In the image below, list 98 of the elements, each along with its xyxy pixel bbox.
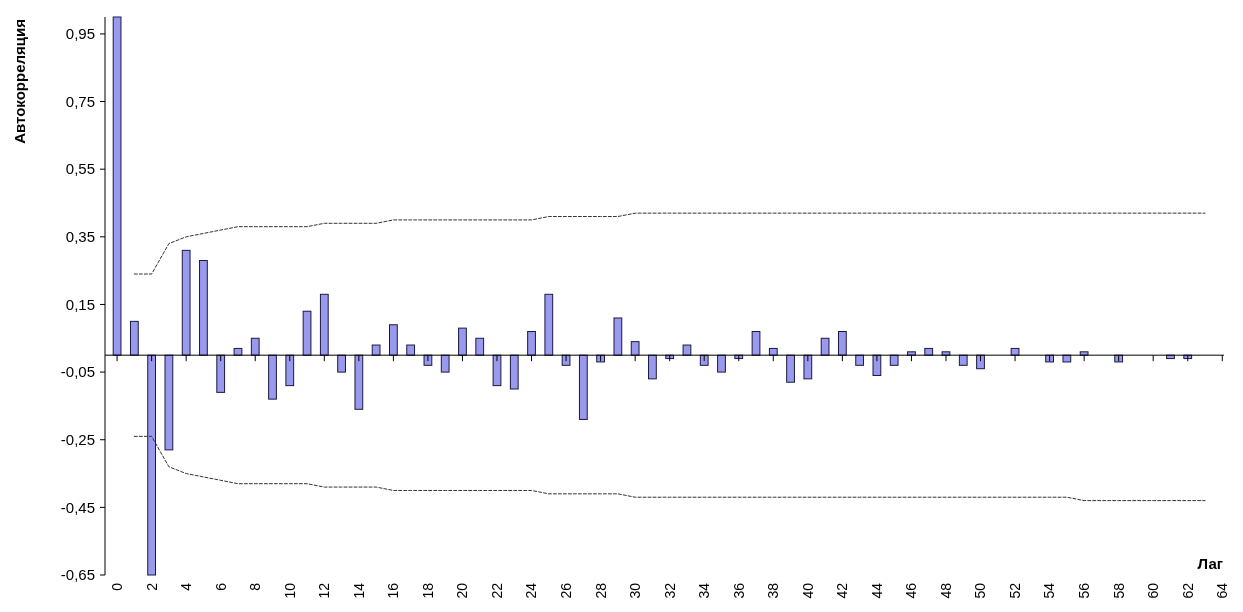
- bar: [509, 354, 519, 390]
- bar: [803, 354, 813, 380]
- x-tick-label: 48: [937, 582, 954, 599]
- bar: [699, 354, 709, 366]
- bar: [544, 293, 554, 356]
- bar: [613, 317, 623, 356]
- x-tick-label: 22: [488, 582, 505, 599]
- x-tick-label: 30: [627, 582, 644, 599]
- bar: [630, 341, 640, 356]
- y-tick-label: 0,75: [65, 92, 95, 110]
- x-axis-title: Лаг: [1197, 555, 1223, 572]
- x-tick-label: 42: [834, 582, 851, 599]
- bar: [717, 354, 726, 373]
- x-tick-label: 12: [316, 582, 333, 599]
- bar: [199, 259, 208, 356]
- x-tick-label: 4: [178, 582, 195, 591]
- bar: [250, 337, 260, 356]
- bar: [285, 354, 295, 387]
- y-tick-label: 0,15: [65, 295, 95, 313]
- bar: [475, 337, 485, 356]
- line-series: [133, 435, 1206, 502]
- bar: [458, 327, 467, 356]
- y-axis-title: Автокорреляция: [11, 19, 29, 144]
- bar: [527, 331, 536, 356]
- bar: [578, 354, 588, 420]
- x-tick-label: 56: [1076, 582, 1093, 599]
- bar: [924, 347, 934, 356]
- bar: [820, 337, 830, 356]
- bar: [302, 310, 312, 356]
- x-tick-label: 34: [696, 582, 713, 599]
- bar: [337, 354, 346, 373]
- bar: [1079, 351, 1089, 356]
- bar: [941, 351, 951, 356]
- bar: [268, 354, 277, 400]
- y-tick-label: -0,65: [60, 566, 95, 584]
- x-tick-label: 16: [385, 582, 402, 599]
- bar: [371, 344, 381, 356]
- bar: [907, 351, 916, 356]
- bar: [751, 331, 761, 356]
- x-tick-label: 2: [143, 582, 160, 591]
- bar: [768, 347, 778, 356]
- x-tick-label: 46: [903, 582, 920, 599]
- bar: [837, 331, 847, 356]
- bar: [1010, 347, 1020, 356]
- bar: [1114, 354, 1124, 363]
- bar: [112, 16, 122, 356]
- bar: [855, 354, 865, 366]
- bar: [492, 354, 502, 387]
- y-tick-label: 0,35: [65, 228, 95, 246]
- bar: [181, 249, 191, 356]
- bar: [354, 354, 364, 410]
- y-tick-label: -0,25: [60, 430, 95, 448]
- bar: [216, 354, 226, 393]
- x-tick-label: 58: [1110, 582, 1127, 599]
- y-tick-label: -0,45: [60, 498, 95, 516]
- bar: [1045, 354, 1054, 363]
- bar: [164, 354, 174, 451]
- x-tick-label: 54: [1041, 582, 1058, 599]
- bar: [389, 324, 398, 356]
- x-tick-label: 28: [592, 582, 609, 599]
- bar: [958, 354, 968, 366]
- bar: [129, 320, 139, 356]
- x-tick-label: 26: [557, 582, 574, 599]
- x-tick-label: 64: [1214, 582, 1231, 599]
- x-tick-label: 36: [730, 582, 747, 599]
- bar: [596, 354, 605, 363]
- x-tick-label: 32: [661, 582, 678, 599]
- x-tick-label: 0: [108, 582, 125, 591]
- bar: [1062, 354, 1072, 363]
- bar: [648, 354, 657, 380]
- y-tick-label: 0,55: [65, 160, 95, 178]
- bar: [786, 354, 795, 383]
- bar: [872, 354, 882, 376]
- x-tick-label: 40: [799, 582, 816, 599]
- x-tick-label: 14: [350, 582, 367, 599]
- y-tick-label: -0,05: [60, 363, 95, 381]
- bar: [319, 293, 329, 356]
- x-tick-label: 52: [1006, 582, 1023, 599]
- bar: [682, 344, 692, 356]
- bar: [889, 354, 899, 366]
- x-tick-label: 24: [523, 582, 540, 599]
- bar: [406, 344, 416, 356]
- x-tick-label: 38: [765, 582, 782, 599]
- bar: [976, 354, 985, 370]
- x-tick-label: 20: [454, 582, 471, 599]
- x-tick-label: 44: [868, 582, 885, 599]
- x-tick-label: 60: [1145, 582, 1162, 599]
- x-tick-label: 62: [1179, 582, 1196, 599]
- x-tick-label: 6: [212, 582, 229, 591]
- x-tick-label: 50: [972, 582, 989, 599]
- bar: [233, 347, 243, 356]
- bar: [147, 354, 157, 576]
- y-tick-label: 0,95: [65, 25, 95, 43]
- bar: [440, 354, 450, 373]
- x-tick-label: 18: [419, 582, 436, 599]
- x-tick-label: 8: [247, 582, 264, 591]
- x-tick-label: 10: [281, 582, 298, 599]
- line-series: [133, 212, 1206, 275]
